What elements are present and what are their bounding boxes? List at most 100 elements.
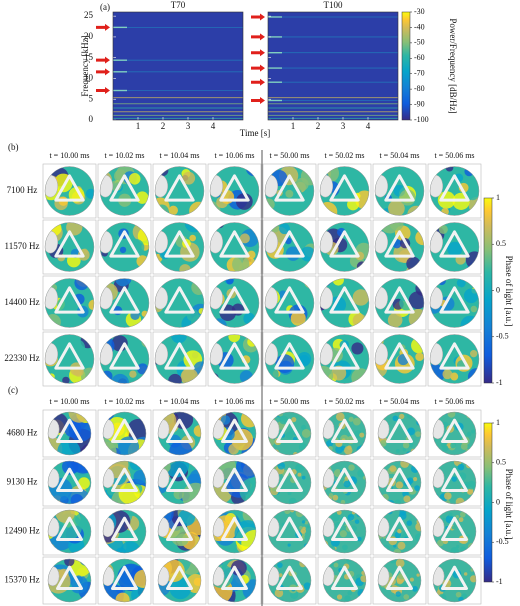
triangle-slot <box>274 230 305 258</box>
image-content <box>158 412 201 455</box>
image-content <box>155 334 204 384</box>
x-tick-label: 2 <box>316 121 321 131</box>
colorbar-tick-label: -80 <box>414 84 425 93</box>
colorbar-tick-label: -70 <box>414 69 425 78</box>
image-outline <box>322 509 367 554</box>
frequency-arrow <box>96 68 110 76</box>
triangle-slot <box>221 467 248 492</box>
image-texture <box>451 476 457 482</box>
image-texture <box>300 528 307 534</box>
triangle-slot <box>386 418 413 443</box>
image-outline <box>264 278 315 328</box>
image-texture <box>182 171 196 185</box>
image-texture <box>239 478 256 504</box>
triangle-slot <box>276 565 303 590</box>
image-texture <box>399 413 405 420</box>
colorbar-tick-label: 1 <box>496 418 500 427</box>
image-texture <box>459 511 466 518</box>
image-texture <box>242 579 256 601</box>
image-texture <box>297 472 302 477</box>
triangle-slot <box>54 342 85 370</box>
phase-image <box>152 556 207 605</box>
column-header: t = 10.02 ms <box>104 397 144 406</box>
phase-image <box>97 163 152 219</box>
image-texture <box>351 342 364 355</box>
image-texture <box>437 539 444 547</box>
image-texture <box>220 415 231 425</box>
phase-image <box>372 458 427 507</box>
image-texture <box>232 255 250 272</box>
image-texture <box>343 480 351 488</box>
phase-image <box>262 458 317 507</box>
image-texture <box>389 222 404 231</box>
phase-image <box>152 331 207 387</box>
image-texture <box>279 415 289 425</box>
image-texture <box>397 529 402 534</box>
triangle-slot <box>441 467 468 492</box>
triangle-slot <box>384 230 415 258</box>
image-texture <box>415 431 421 437</box>
image-texture <box>353 417 361 426</box>
image-outline <box>264 334 315 384</box>
image-outline <box>209 166 260 216</box>
image-texture <box>409 577 414 582</box>
phase-image <box>317 331 372 387</box>
image-outline <box>212 558 257 603</box>
phase-image <box>317 507 372 556</box>
image-texture <box>335 445 344 454</box>
triangle-slot <box>384 286 415 314</box>
image-texture <box>413 477 418 482</box>
image-outline <box>44 278 95 328</box>
triangle-slot <box>221 418 248 443</box>
phase-image <box>42 219 97 275</box>
triangle-slot <box>439 174 470 202</box>
image-outline <box>374 166 425 216</box>
colorbar-tick-label: -0.5 <box>496 537 509 546</box>
image-texture <box>193 425 201 437</box>
image-texture <box>290 310 306 326</box>
triangle-slot <box>56 418 83 443</box>
colorbar-tick-label: 0.5 <box>496 239 506 248</box>
image-outline <box>157 558 202 603</box>
image-texture <box>455 591 462 598</box>
image-texture <box>239 233 250 244</box>
image-outline <box>377 460 422 505</box>
row-label: 7100 Hz <box>7 185 38 195</box>
image-outline <box>44 166 95 216</box>
image-texture <box>414 485 420 491</box>
x-tick-label: 4 <box>211 121 216 131</box>
triangle-slot <box>221 516 248 541</box>
colorbar <box>401 11 411 121</box>
image-outline <box>154 278 205 328</box>
image-outline <box>432 411 477 456</box>
phase-image <box>97 219 152 275</box>
triangle-slot <box>276 516 303 541</box>
image-texture <box>403 594 410 600</box>
image-texture <box>415 522 421 532</box>
triangle-slot <box>329 286 360 314</box>
phase-image <box>207 458 262 507</box>
image-texture <box>395 481 404 489</box>
image-texture <box>359 432 365 438</box>
triangle-slot <box>331 467 358 492</box>
plot-title: T100 <box>324 0 343 10</box>
image-texture <box>169 440 193 455</box>
image-texture <box>344 595 351 602</box>
triangle-slot <box>384 174 415 202</box>
image-outline <box>44 334 95 384</box>
phase-image <box>152 458 207 507</box>
colorbar-tick-label: -100 <box>414 115 429 124</box>
image-texture <box>285 189 294 198</box>
phase-image <box>152 219 207 275</box>
image-texture <box>465 251 479 269</box>
row-label: 22330 Hz <box>4 353 39 363</box>
colorbar-tick-label: 0 <box>496 497 500 506</box>
phase-image <box>427 556 482 605</box>
column-header: t = 10.04 ms <box>159 151 199 160</box>
image-texture <box>450 547 460 553</box>
image-outline <box>47 558 92 603</box>
image-texture <box>228 443 240 455</box>
triangle-slot <box>221 565 248 590</box>
image-content <box>378 559 421 602</box>
image-outline <box>322 411 367 456</box>
